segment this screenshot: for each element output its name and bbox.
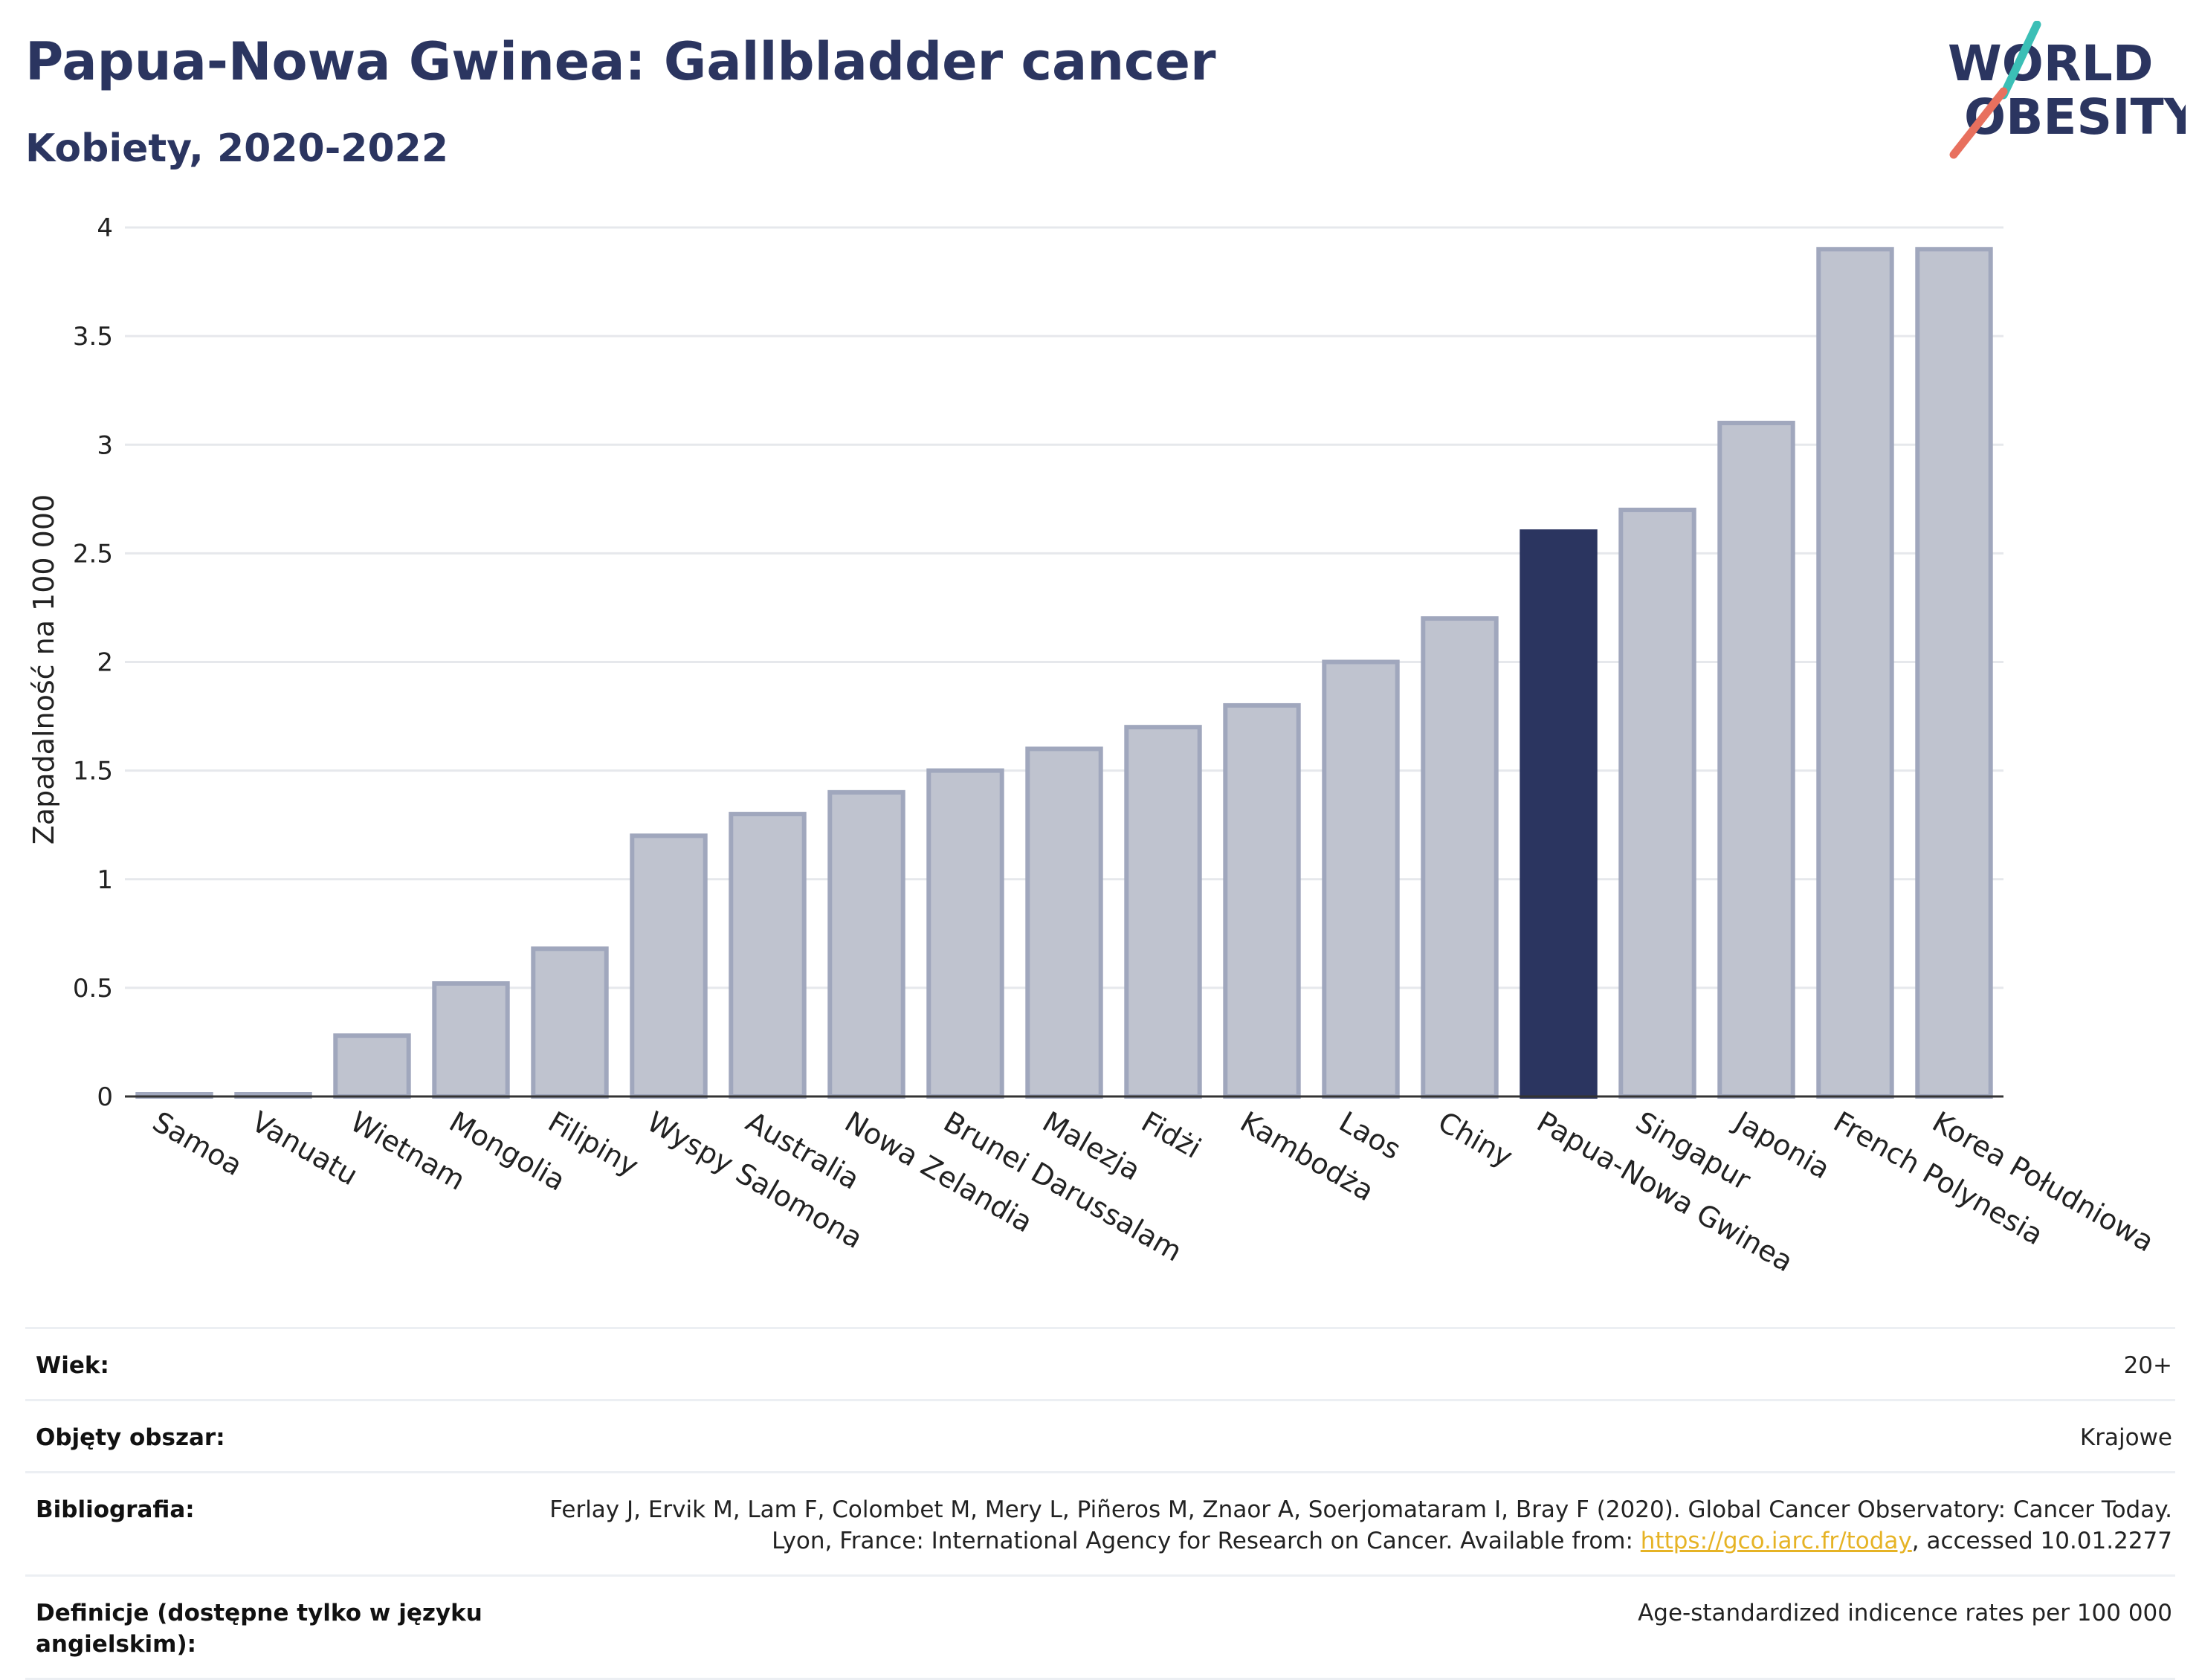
y-tick-label: 2.5 — [73, 539, 113, 569]
chart-title: Papua-Nowa Gwinea: Gallbladder cancer — [25, 31, 1216, 92]
bar[interactable] — [1421, 616, 1499, 1099]
meta-label-definitions: Definicje (dostępne tylko w języku angie… — [36, 1600, 482, 1658]
metadata-table: Wiek: 20+ Objęty obszar: Krajowe Bibliog… — [25, 1327, 2175, 1680]
bar[interactable] — [1124, 725, 1202, 1099]
meta-row-age: Wiek: 20+ — [25, 1327, 2175, 1399]
meta-value-age: 20+ — [2123, 1352, 2172, 1379]
bibliography-text: Ferlay J, Ervik M, Lam F, Colombet M, Me… — [549, 1496, 2172, 1554]
y-tick-label: 0 — [97, 1082, 113, 1112]
x-tick-label: Vanuatu — [246, 1105, 364, 1192]
meta-label-age: Wiek: — [36, 1352, 109, 1379]
meta-label-bibliography: Bibliografia: — [36, 1496, 195, 1523]
meta-row-coverage: Objęty obszar: Krajowe — [25, 1399, 2175, 1471]
bar-highlighted[interactable] — [1520, 529, 1598, 1099]
y-tick-label: 0.5 — [73, 974, 113, 1004]
bar[interactable] — [1717, 421, 1795, 1099]
y-tick-label: 2 — [97, 648, 113, 678]
x-tick-label: Laos — [1334, 1105, 1407, 1166]
bar[interactable] — [1915, 247, 1993, 1099]
bar[interactable] — [630, 833, 708, 1099]
bibliography-accessed: , accessed 10.01.2277 — [1911, 1528, 2172, 1554]
meta-value-bibliography: Ferlay J, Ervik M, Lam F, Colombet M, Me… — [511, 1494, 2175, 1557]
x-tick-label: Chiny — [1433, 1105, 1518, 1174]
y-axis-label: Zapadalność na 100 000 — [28, 494, 60, 844]
bar[interactable] — [926, 768, 1004, 1099]
logo-text-world: WORLD — [1948, 35, 2154, 92]
bars — [135, 247, 1993, 1099]
bar[interactable] — [1816, 247, 1894, 1099]
bibliography-link[interactable]: https://gco.iarc.fr/today — [1640, 1528, 1912, 1554]
bar[interactable] — [1223, 702, 1301, 1099]
x-tick-label: Fidżi — [1136, 1105, 1207, 1165]
bar[interactable] — [1322, 659, 1400, 1099]
meta-row-bibliography: Bibliografia: Ferlay J, Ervik M, Lam F, … — [25, 1471, 2175, 1574]
logo-slash-teal — [1999, 21, 2041, 100]
meta-label-coverage: Objęty obszar: — [36, 1424, 225, 1451]
bar[interactable] — [531, 946, 609, 1099]
y-tick-label: 3 — [97, 430, 113, 460]
y-tick-labels: 0 0.5 1 1.5 2 2.5 3 3.5 4 — [73, 213, 113, 1112]
bar[interactable] — [333, 1033, 411, 1099]
y-tick-label: 4 — [97, 213, 113, 243]
x-tick-label: Samoa — [147, 1105, 248, 1183]
chart-subtitle: Kobiety, 2020-2022 — [25, 126, 449, 171]
meta-row-definitions: Definicje (dostępne tylko w języku angie… — [25, 1574, 2175, 1680]
y-tick-label: 1.5 — [73, 757, 113, 786]
x-tick-labels: SamoaVanuatuWietnamMongoliaFilipinyWyspy… — [147, 1105, 2160, 1279]
bar[interactable] — [827, 789, 905, 1099]
bar[interactable] — [1025, 746, 1103, 1099]
bar[interactable] — [432, 981, 510, 1099]
y-tick-label: 3.5 — [73, 322, 113, 352]
world-obesity-logo[interactable]: WORLD OBESITY — [1933, 21, 2186, 162]
bar[interactable] — [1618, 507, 1696, 1099]
meta-value-definitions: Age-standardized indicence rates per 100… — [1638, 1600, 2172, 1626]
bar-chart: 0 0.5 1 1.5 2 2.5 3 3.5 4 SamoaVanuatuWietnamMon… — [28, 213, 2160, 1279]
meta-value-coverage: Krajowe — [2079, 1424, 2172, 1451]
logo-slash-coral — [1949, 87, 2008, 159]
y-tick-label: 1 — [97, 865, 113, 895]
bar[interactable] — [729, 812, 807, 1099]
